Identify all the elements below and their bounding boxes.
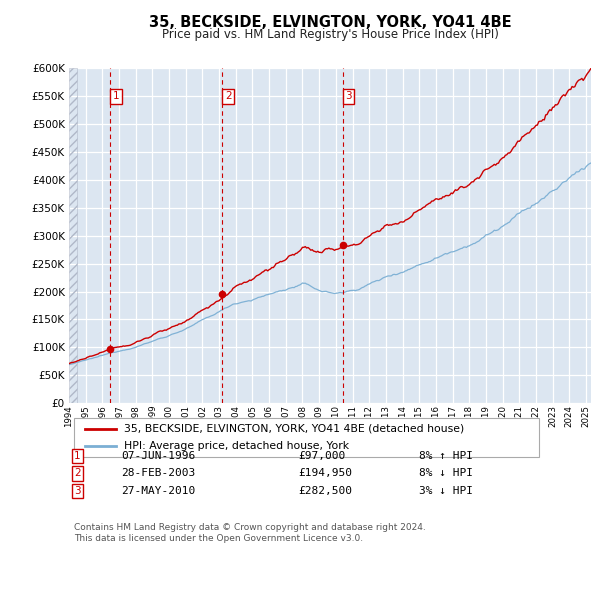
Text: 2: 2 [225, 91, 232, 101]
Text: 3: 3 [74, 486, 81, 496]
FancyBboxPatch shape [74, 418, 539, 457]
Text: £194,950: £194,950 [299, 468, 353, 478]
Text: Price paid vs. HM Land Registry's House Price Index (HPI): Price paid vs. HM Land Registry's House … [161, 28, 499, 41]
Text: HPI: Average price, detached house, York: HPI: Average price, detached house, York [124, 441, 349, 451]
Text: 35, BECKSIDE, ELVINGTON, YORK, YO41 4BE (detached house): 35, BECKSIDE, ELVINGTON, YORK, YO41 4BE … [124, 424, 464, 434]
Text: Contains HM Land Registry data © Crown copyright and database right 2024.
This d: Contains HM Land Registry data © Crown c… [74, 523, 426, 543]
Text: 8% ↓ HPI: 8% ↓ HPI [419, 468, 473, 478]
Text: £282,500: £282,500 [299, 486, 353, 496]
Text: 1: 1 [113, 91, 119, 101]
Text: 3% ↓ HPI: 3% ↓ HPI [419, 486, 473, 496]
Text: 27-MAY-2010: 27-MAY-2010 [121, 486, 196, 496]
Text: 28-FEB-2003: 28-FEB-2003 [121, 468, 196, 478]
Text: 3: 3 [346, 91, 352, 101]
Text: 1: 1 [74, 451, 81, 461]
Text: £97,000: £97,000 [299, 451, 346, 461]
Text: 07-JUN-1996: 07-JUN-1996 [121, 451, 196, 461]
Text: 35, BECKSIDE, ELVINGTON, YORK, YO41 4BE: 35, BECKSIDE, ELVINGTON, YORK, YO41 4BE [149, 15, 511, 30]
Text: 8% ↑ HPI: 8% ↑ HPI [419, 451, 473, 461]
Text: 2: 2 [74, 468, 81, 478]
